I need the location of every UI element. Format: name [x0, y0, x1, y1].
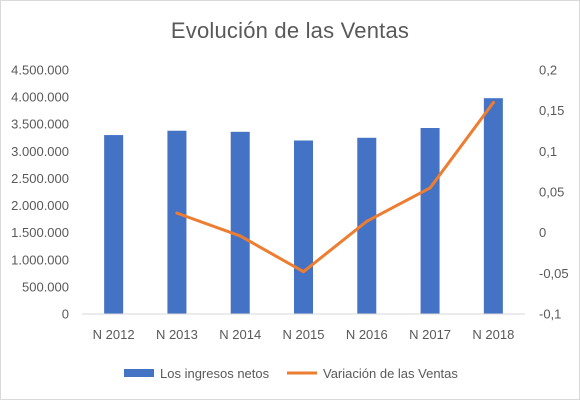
y-left-tick-label: 1.500.000 — [11, 225, 69, 240]
line-point — [175, 211, 179, 215]
y-right-tick-label: -0,05 — [539, 266, 569, 281]
line-series — [175, 101, 495, 274]
y-left-tick-label: 500.000 — [22, 279, 69, 294]
y-right-tick-label: 0,1 — [539, 144, 557, 159]
line-point — [365, 219, 369, 223]
y-left-tick-label: 2.500.000 — [11, 171, 69, 186]
bar — [483, 98, 503, 314]
y-left-tick-label: 2.000.000 — [11, 198, 69, 213]
bar — [167, 130, 187, 314]
line-point — [491, 101, 495, 105]
line-point — [238, 234, 242, 238]
y-right-tick-label: 0 — [539, 225, 546, 240]
legend-label-bars: Los ingresos netos — [160, 366, 270, 381]
y-right-tick-label: 0,15 — [539, 103, 564, 118]
line-point — [428, 186, 432, 190]
bar — [357, 137, 377, 314]
bar — [420, 128, 440, 314]
y-left-tick-label: 4.000.000 — [11, 90, 69, 105]
chart-title: Evolución de las Ventas — [170, 18, 410, 43]
line-point — [302, 270, 305, 274]
x-tick-label: N 2015 — [283, 327, 325, 342]
y-right-tick-label: 0,2 — [539, 63, 557, 78]
y-left-tick-label: 1.000.000 — [11, 252, 69, 267]
legend-label-line: Variación de las Ventas — [323, 366, 458, 381]
y-left-tick-label: 3.500.000 — [11, 117, 69, 132]
y-left-tick-label: 4.500.000 — [11, 63, 69, 78]
x-tick-label: N 2017 — [409, 327, 451, 342]
y-left-tick-label: 3.000.000 — [11, 144, 69, 159]
bar — [230, 131, 250, 314]
y-left-tick-label: 0 — [62, 307, 69, 322]
y-right-tick-label: -0,1 — [539, 307, 561, 322]
y-right-tick-label: 0,05 — [539, 185, 564, 200]
x-tick-label: N 2013 — [156, 327, 198, 342]
x-tick-label: N 2012 — [93, 327, 135, 342]
x-tick-label: N 2014 — [219, 327, 261, 342]
bar — [294, 140, 313, 314]
bar — [104, 135, 124, 314]
x-tick-label: N 2018 — [472, 327, 514, 342]
x-tick-label: N 2016 — [346, 327, 388, 342]
legend-swatch-bars — [124, 369, 154, 377]
